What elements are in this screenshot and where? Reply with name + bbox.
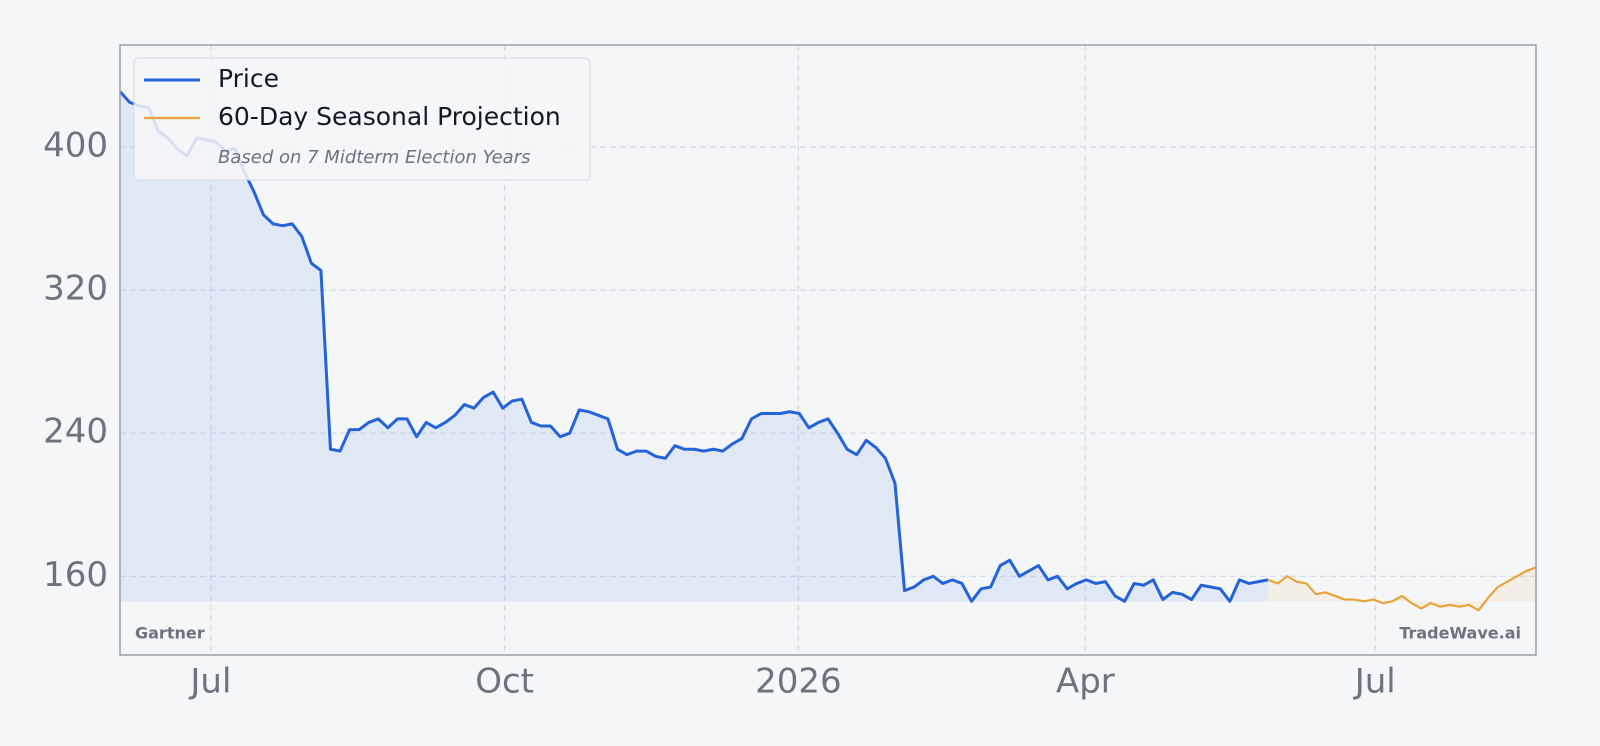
legend-note: Based on 7 Midterm Election Years	[218, 147, 531, 168]
legend-label: Price	[218, 64, 279, 93]
x-tick-label: Apr	[1056, 662, 1115, 702]
x-tick-label: Oct	[475, 662, 534, 702]
y-tick-label: 160	[43, 555, 108, 595]
legend-box	[133, 57, 591, 181]
x-tick-label: 2026	[755, 662, 842, 702]
line-series	[118, 90, 1269, 603]
x-tick-label: Jul	[188, 662, 231, 702]
line-series	[1267, 566, 1537, 612]
watermark: Gartner	[135, 624, 205, 643]
legend-label: 60-Day Seasonal Projection	[218, 102, 561, 131]
area-fill	[1268, 567, 1536, 611]
y-tick-label: 240	[43, 412, 108, 452]
plot-frame	[119, 44, 1537, 656]
x-tick-label: Jul	[1353, 662, 1396, 702]
y-tick-label: 320	[43, 269, 108, 309]
area-fill	[120, 91, 1269, 602]
y-tick-label: 400	[43, 125, 108, 165]
watermark: TradeWave.ai	[1399, 624, 1521, 643]
